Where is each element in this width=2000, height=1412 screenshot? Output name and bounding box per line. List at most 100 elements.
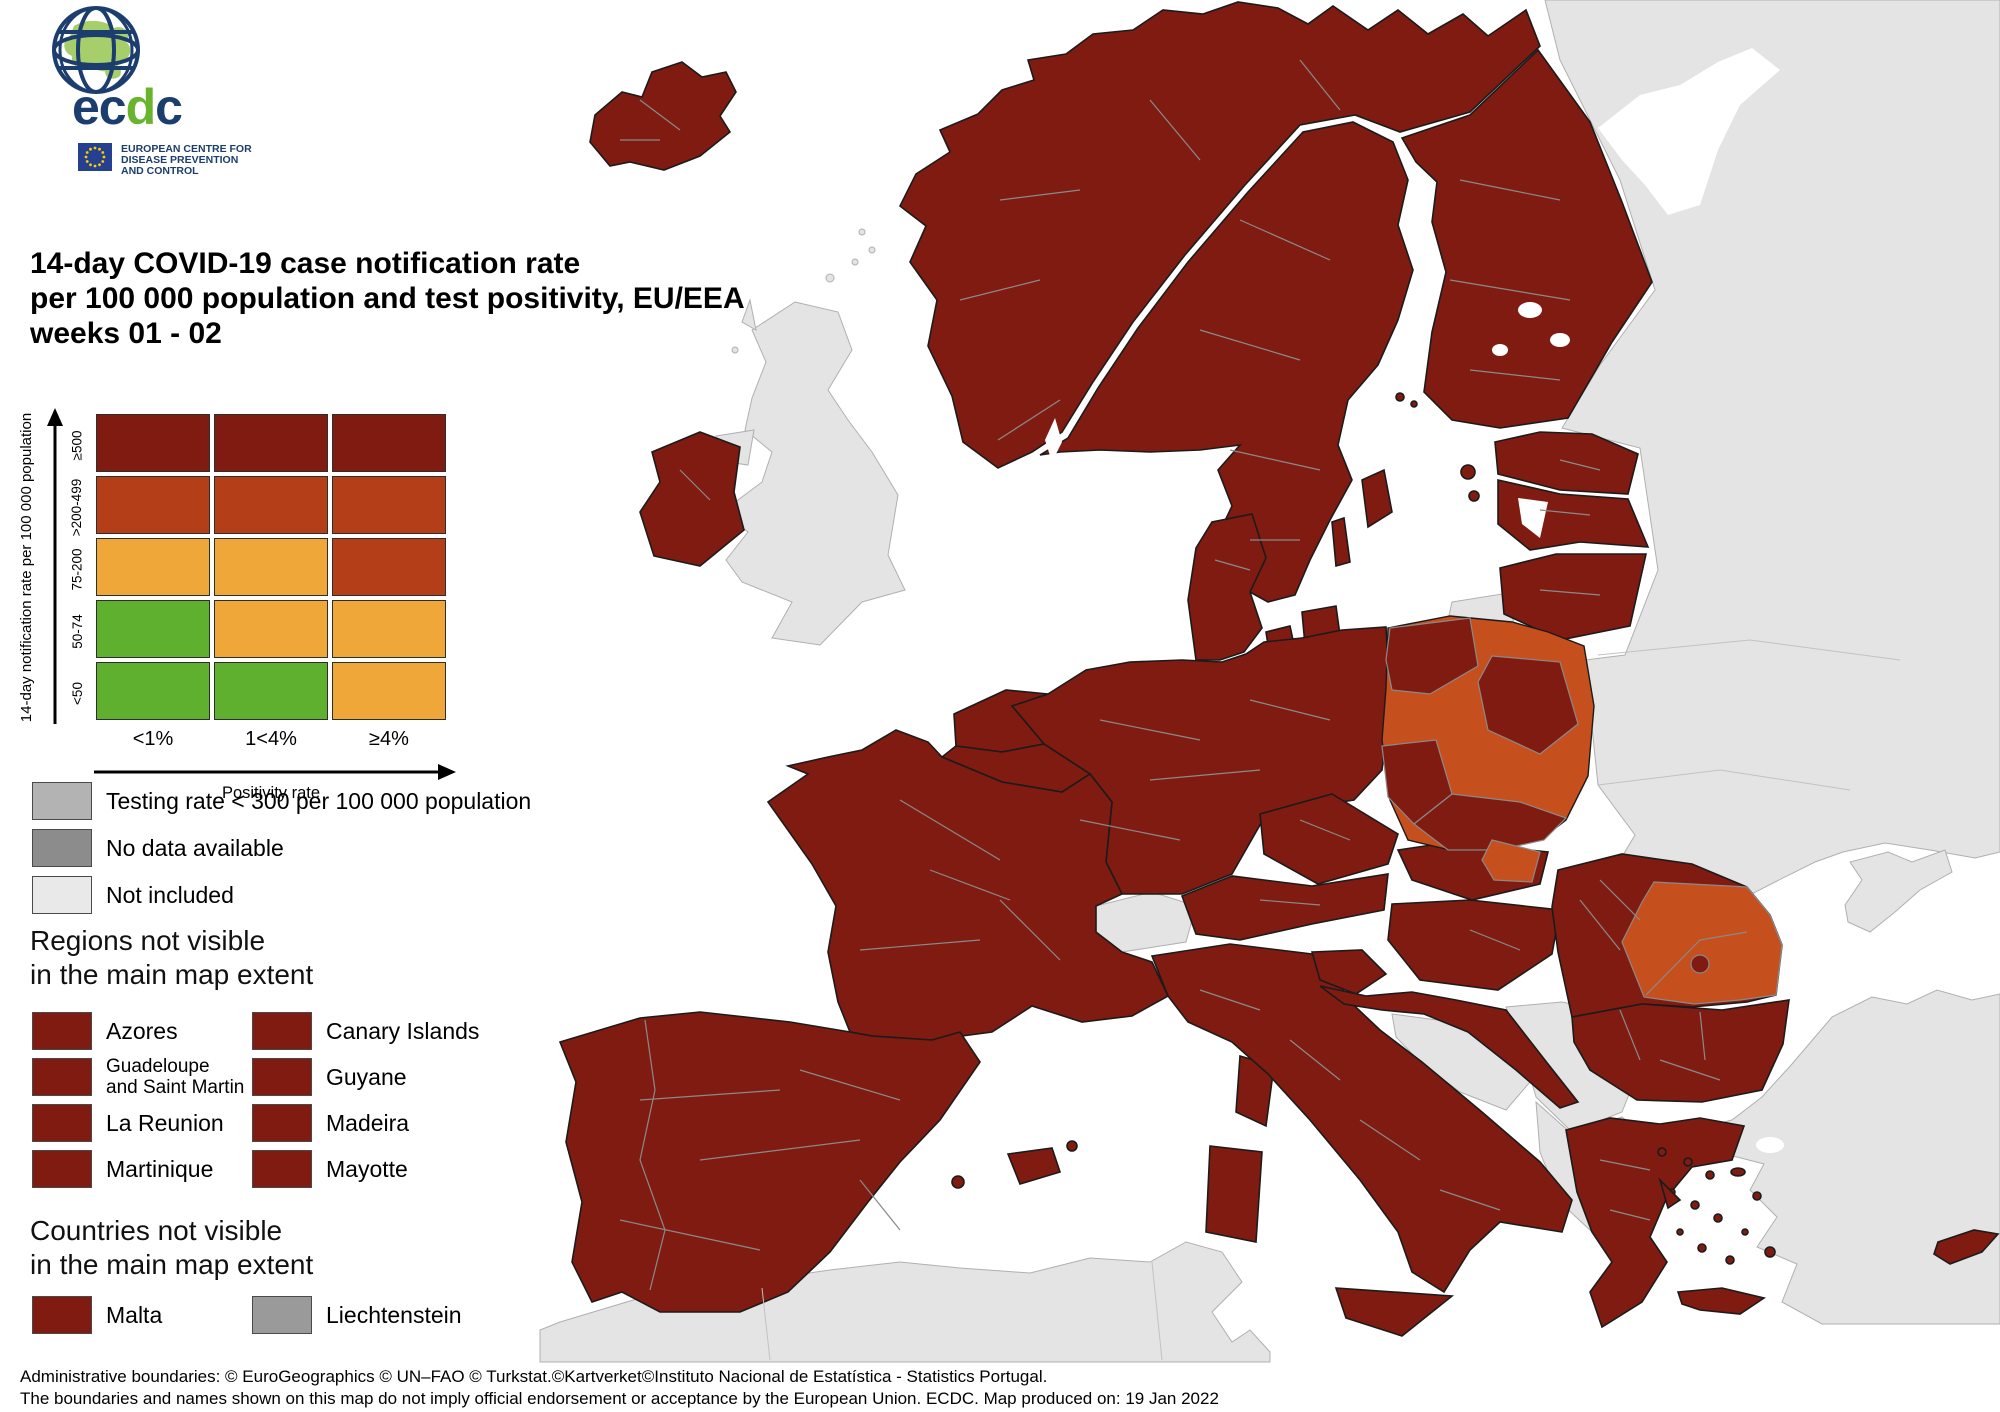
legend-item: La Reunion	[32, 1104, 252, 1142]
matrix-row-label: 75-200	[69, 547, 85, 591]
island-sicily	[1334, 1287, 1455, 1337]
country-poland	[1381, 615, 1595, 851]
legend-label: Liechtenstein	[326, 1301, 462, 1328]
legend-item: Not included	[32, 876, 531, 914]
legend-item: Guyane	[252, 1058, 532, 1096]
country-finland	[1400, 48, 1653, 429]
region-borders	[619, 59, 1901, 1361]
org-name-line: DISEASE PREVENTION	[121, 154, 239, 166]
matrix-col-label: ≥4%	[369, 728, 409, 750]
matrix-col-label: 1<4%	[245, 728, 297, 750]
legend-swatch	[32, 1058, 92, 1096]
legend-swatch	[32, 1104, 92, 1142]
legend-label: Azores	[106, 1017, 178, 1044]
ecdc-globe-icon	[52, 6, 140, 94]
ecdc-wordmark: ecdc	[72, 78, 183, 136]
legend-item: Guadeloupe and Saint Martin	[32, 1056, 252, 1098]
countries-list: Malta Liechtenstein	[32, 1292, 532, 1338]
footer-line: The boundaries and names shown on this m…	[20, 1389, 1219, 1408]
legend-swatch	[32, 782, 92, 820]
legend-swatch	[32, 1296, 92, 1334]
matrix-cell	[332, 538, 446, 596]
countries-heading: Countries not visible in the main map ex…	[30, 1215, 314, 1280]
region-east-romania	[1621, 881, 1783, 1005]
matrix-col-label: <1%	[132, 728, 174, 750]
matrix-cell	[214, 476, 328, 534]
regions-list: Azores Canary Islands Guadeloupe and Saint …	[32, 1008, 532, 1192]
region-bucharest	[1690, 954, 1710, 974]
legend-label: Testing rate < 300 per 100 000 populatio…	[106, 787, 532, 814]
matrix-x-axis-label: Positivity rate	[221, 784, 321, 802]
orange-regions	[1481, 839, 1783, 1005]
matrix-cell	[214, 538, 328, 596]
country-czechia	[1259, 793, 1399, 885]
country-united-kingdom	[721, 301, 906, 646]
matrix-cell	[332, 662, 446, 720]
country-norway	[898, 1, 1541, 469]
country-austria	[1180, 873, 1389, 941]
legend-items: Testing rate < 300 per 100 000 populatio…	[32, 782, 532, 914]
y-axis-arrow-icon	[47, 408, 63, 724]
matrix-cell	[214, 600, 328, 658]
matrix-cell	[96, 476, 210, 534]
country-estonia	[1494, 431, 1639, 495]
island-crete	[1676, 1287, 1766, 1315]
country-greece	[1565, 1117, 1746, 1329]
country-cyprus	[1933, 1229, 2000, 1265]
legend-item: Azores	[32, 1012, 252, 1050]
legend-swatch	[252, 1058, 312, 1096]
country-slovenia	[1310, 949, 1388, 995]
matrix-row-label: 50-74	[69, 613, 85, 649]
island-mallorca	[1006, 1147, 1062, 1185]
country-croatia	[1319, 985, 1580, 1109]
legend-swatch	[32, 876, 92, 914]
matrix-cell	[332, 600, 446, 658]
matrix-cell	[96, 538, 210, 596]
legend-swatch	[252, 1012, 312, 1050]
legend-swatch	[252, 1150, 312, 1188]
north-africa	[539, 1241, 1271, 1363]
matrix-col-labels: <1% 1<4% ≥4%	[96, 728, 446, 751]
org-name-line: AND CONTROL	[121, 165, 199, 177]
aegean-islands	[1657, 1147, 1776, 1265]
title-line: weeks 01 - 02	[30, 317, 222, 350]
regions-heading: Regions not visible in the main map exte…	[30, 925, 314, 990]
wordmark-part: c	[155, 79, 183, 135]
white-sea-lakes	[1598, 48, 1784, 1153]
island-sardinia	[1205, 1145, 1263, 1243]
legend-label: Mayotte	[326, 1155, 408, 1182]
matrix-cell	[214, 414, 328, 472]
legend-label: Malta	[106, 1301, 163, 1328]
legend-item: Malta	[32, 1296, 252, 1334]
region-crimea	[1844, 849, 1953, 933]
legend-label: Madeira	[326, 1109, 410, 1136]
country-iceland	[589, 61, 737, 171]
legend-label: Guadeloupe and Saint Martin	[106, 1056, 245, 1098]
legend-item: No data available	[32, 829, 531, 867]
matrix-row-label: >200-499	[69, 478, 85, 536]
legend-swatch	[32, 1150, 92, 1188]
countries-spain-portugal	[558, 1011, 981, 1313]
island-gotland	[1361, 468, 1393, 529]
matrix-row-label: <50	[69, 681, 85, 705]
footer-line: Administrative boundaries: © EuroGeograp…	[20, 1367, 1048, 1386]
legend-label: No data available	[106, 834, 284, 861]
matrix-cells	[96, 414, 446, 720]
legend-label: Guyane	[326, 1063, 407, 1090]
country-lithuania	[1499, 553, 1647, 641]
title-line: 14-day COVID-19 case notification rate	[30, 247, 581, 280]
legend-label: Canary Islands	[326, 1017, 480, 1044]
legend-swatch	[32, 1012, 92, 1050]
legend-swatch	[252, 1104, 312, 1142]
country-ireland	[639, 431, 745, 567]
matrix-cell	[332, 476, 446, 534]
country-hungary	[1387, 899, 1561, 991]
legend-item: Testing rate < 300 per 100 000 populatio…	[32, 782, 532, 820]
legend-item: Martinique	[32, 1150, 252, 1188]
matrix-cell	[214, 662, 328, 720]
matrix-cell	[96, 600, 210, 658]
legend-label: Martinique	[106, 1155, 214, 1182]
wordmark-part: d	[125, 79, 157, 135]
matrix-y-axis-label: 14-day notification rate per 100 000 pop…	[18, 412, 36, 722]
